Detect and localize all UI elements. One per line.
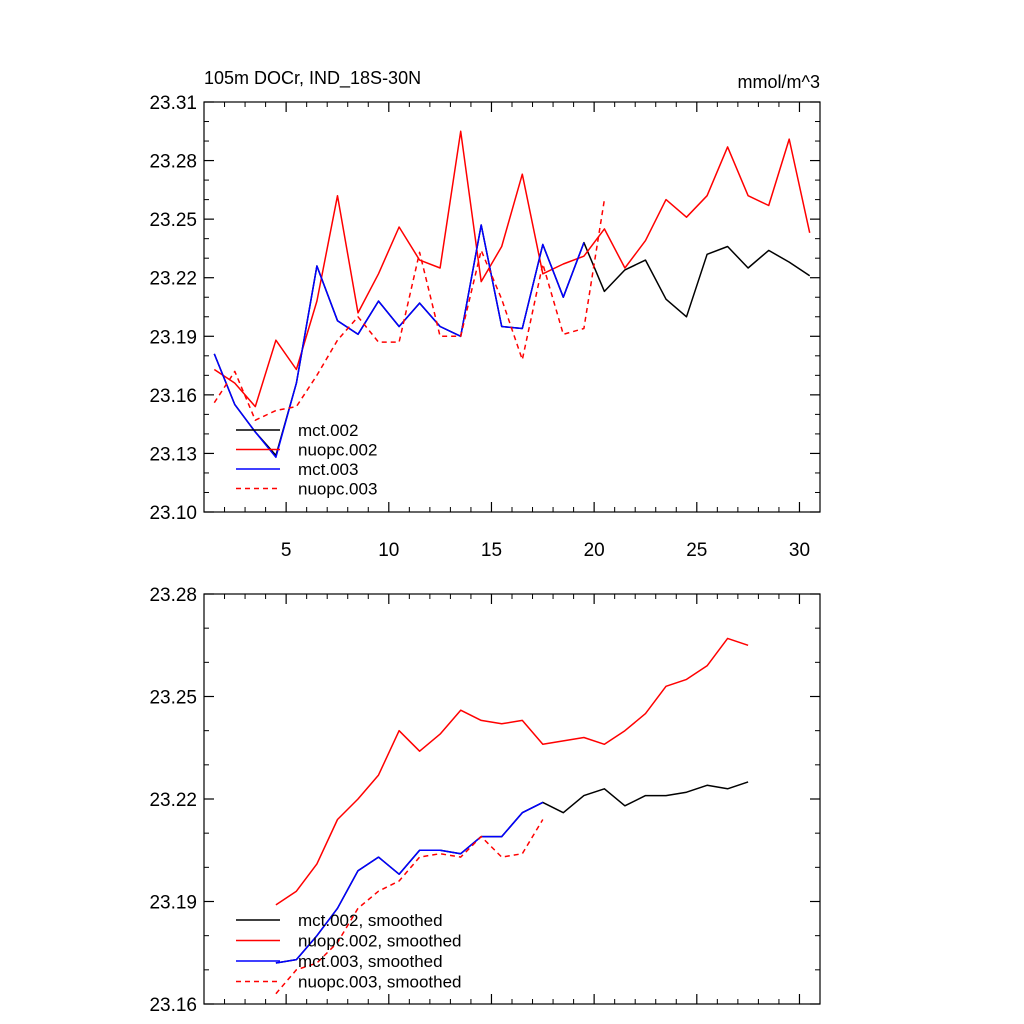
legend-label: nuopc.002: [298, 441, 377, 460]
plot-frame: [203, 593, 821, 1005]
series-line-nuopc-003-smoothed: [275, 819, 544, 995]
y-tick-label: 23.28: [149, 585, 197, 606]
plot-frame: [203, 101, 821, 513]
legend-label: mct.002, smoothed: [298, 911, 443, 930]
chart-title: 105m DOCr, IND_18S-30N: [204, 68, 421, 89]
y-tick-label: 23.25: [149, 210, 197, 231]
x-tick-label: 30: [789, 540, 810, 561]
y-tick-label: 23.19: [149, 327, 197, 348]
y-tick-label: 23.19: [149, 893, 197, 914]
y-tick-label: 23.16: [149, 386, 197, 407]
legend-label: nuopc.002, smoothed: [298, 932, 462, 951]
y-tick-label: 23.13: [149, 444, 197, 465]
legend-label: nuopc.003, smoothed: [298, 973, 462, 992]
y-tick-label: 23.31: [149, 93, 197, 114]
x-tick-label: 15: [481, 540, 502, 561]
y-tick-label: 23.16: [149, 995, 197, 1016]
legend-label: nuopc.003: [298, 480, 377, 499]
bottom-panel: 23.16 23.19 23.22 23.25 23.28 mct.002, smooth…: [149, 585, 821, 1016]
top-panel: 23.10 23.13 23.16 23.19 23.22 23.25 23.28 23.31…: [149, 93, 821, 561]
x-tick-label: 5: [281, 540, 292, 561]
x-tick-label: 25: [686, 540, 707, 561]
series-line-nuopc-002: [213, 130, 811, 408]
series-line-mct-003-smoothed: [275, 801, 544, 964]
y-tick-label: 23.25: [149, 688, 197, 709]
series-line-nuopc-002-smoothed: [275, 637, 749, 906]
y-tick-label: 23.22: [149, 790, 197, 811]
series-line-nuopc-003: [213, 199, 606, 421]
units-label: mmol/m^3: [738, 72, 820, 92]
x-tick-label: 20: [584, 540, 605, 561]
y-tick-label: 23.22: [149, 269, 197, 290]
legend-label: mct.003, smoothed: [298, 952, 443, 971]
y-tick-label: 23.10: [149, 503, 197, 524]
legend-label: mct.003: [298, 460, 358, 479]
x-tick-label: 10: [378, 540, 399, 561]
legend-label: mct.002: [298, 421, 358, 440]
series-line-mct-003: [213, 224, 585, 459]
y-tick-label: 23.28: [149, 152, 197, 173]
